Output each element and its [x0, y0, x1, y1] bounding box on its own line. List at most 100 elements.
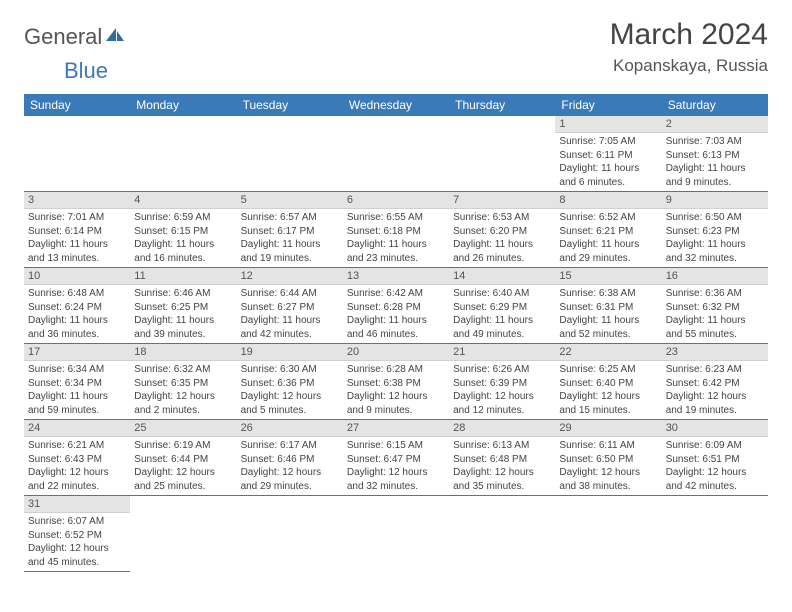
day-details: Sunrise: 6:44 AMSunset: 6:27 PMDaylight:… [237, 285, 343, 343]
calendar-cell [555, 496, 661, 572]
day-number: 5 [237, 192, 343, 209]
day-number: 1 [555, 116, 661, 133]
calendar-cell: 13Sunrise: 6:42 AMSunset: 6:28 PMDayligh… [343, 268, 449, 344]
calendar-head: SundayMondayTuesdayWednesdayThursdayFrid… [24, 94, 768, 116]
day-details: Sunrise: 6:32 AMSunset: 6:35 PMDaylight:… [130, 361, 236, 419]
month-title: March 2024 [610, 18, 768, 52]
calendar-cell: 17Sunrise: 6:34 AMSunset: 6:34 PMDayligh… [24, 344, 130, 420]
brand-part1: General [24, 24, 102, 50]
day-number: 24 [24, 420, 130, 437]
day-details: Sunrise: 7:03 AMSunset: 6:13 PMDaylight:… [662, 133, 768, 191]
day-number: 10 [24, 268, 130, 285]
day-number: 4 [130, 192, 236, 209]
day-details: Sunrise: 6:55 AMSunset: 6:18 PMDaylight:… [343, 209, 449, 267]
calendar-cell: 2Sunrise: 7:03 AMSunset: 6:13 PMDaylight… [662, 116, 768, 192]
calendar-cell: 23Sunrise: 6:23 AMSunset: 6:42 PMDayligh… [662, 344, 768, 420]
calendar-cell: 21Sunrise: 6:26 AMSunset: 6:39 PMDayligh… [449, 344, 555, 420]
day-number: 9 [662, 192, 768, 209]
calendar-week: 24Sunrise: 6:21 AMSunset: 6:43 PMDayligh… [24, 420, 768, 496]
day-number: 12 [237, 268, 343, 285]
day-number: 23 [662, 344, 768, 361]
day-details: Sunrise: 6:42 AMSunset: 6:28 PMDaylight:… [343, 285, 449, 343]
day-details: Sunrise: 6:07 AMSunset: 6:52 PMDaylight:… [24, 513, 130, 571]
day-number: 27 [343, 420, 449, 437]
calendar-cell: 29Sunrise: 6:11 AMSunset: 6:50 PMDayligh… [555, 420, 661, 496]
calendar-cell: 3Sunrise: 7:01 AMSunset: 6:14 PMDaylight… [24, 192, 130, 268]
calendar-cell [449, 496, 555, 572]
calendar-cell [343, 496, 449, 572]
calendar-cell: 8Sunrise: 6:52 AMSunset: 6:21 PMDaylight… [555, 192, 661, 268]
calendar-cell: 1Sunrise: 7:05 AMSunset: 6:11 PMDaylight… [555, 116, 661, 192]
day-details: Sunrise: 6:13 AMSunset: 6:48 PMDaylight:… [449, 437, 555, 495]
day-number: 18 [130, 344, 236, 361]
day-number: 22 [555, 344, 661, 361]
day-number: 11 [130, 268, 236, 285]
calendar-week: 3Sunrise: 7:01 AMSunset: 6:14 PMDaylight… [24, 192, 768, 268]
day-details: Sunrise: 6:25 AMSunset: 6:40 PMDaylight:… [555, 361, 661, 419]
day-number: 25 [130, 420, 236, 437]
day-details: Sunrise: 6:09 AMSunset: 6:51 PMDaylight:… [662, 437, 768, 495]
day-details: Sunrise: 6:52 AMSunset: 6:21 PMDaylight:… [555, 209, 661, 267]
calendar-cell: 7Sunrise: 6:53 AMSunset: 6:20 PMDaylight… [449, 192, 555, 268]
calendar-cell: 28Sunrise: 6:13 AMSunset: 6:48 PMDayligh… [449, 420, 555, 496]
day-details: Sunrise: 6:48 AMSunset: 6:24 PMDaylight:… [24, 285, 130, 343]
calendar-week: 10Sunrise: 6:48 AMSunset: 6:24 PMDayligh… [24, 268, 768, 344]
weekday-header: Monday [130, 94, 236, 116]
brand-part2: Blue [64, 58, 768, 84]
day-number: 31 [24, 496, 130, 513]
calendar-week: 1Sunrise: 7:05 AMSunset: 6:11 PMDaylight… [24, 116, 768, 192]
day-number: 16 [662, 268, 768, 285]
weekday-header: Wednesday [343, 94, 449, 116]
calendar-cell: 11Sunrise: 6:46 AMSunset: 6:25 PMDayligh… [130, 268, 236, 344]
day-details: Sunrise: 6:21 AMSunset: 6:43 PMDaylight:… [24, 437, 130, 495]
day-number: 21 [449, 344, 555, 361]
brand-logo: General [24, 24, 126, 50]
day-details: Sunrise: 6:19 AMSunset: 6:44 PMDaylight:… [130, 437, 236, 495]
day-number: 17 [24, 344, 130, 361]
calendar-cell: 12Sunrise: 6:44 AMSunset: 6:27 PMDayligh… [237, 268, 343, 344]
day-number: 13 [343, 268, 449, 285]
calendar-cell [449, 116, 555, 192]
day-number: 6 [343, 192, 449, 209]
calendar-cell [343, 116, 449, 192]
day-details: Sunrise: 6:53 AMSunset: 6:20 PMDaylight:… [449, 209, 555, 267]
sail-icon [104, 24, 126, 50]
day-number: 28 [449, 420, 555, 437]
calendar-cell: 31Sunrise: 6:07 AMSunset: 6:52 PMDayligh… [24, 496, 130, 572]
day-details: Sunrise: 6:38 AMSunset: 6:31 PMDaylight:… [555, 285, 661, 343]
calendar-body: 1Sunrise: 7:05 AMSunset: 6:11 PMDaylight… [24, 116, 768, 572]
calendar-cell [662, 496, 768, 572]
day-details: Sunrise: 6:28 AMSunset: 6:38 PMDaylight:… [343, 361, 449, 419]
day-number: 3 [24, 192, 130, 209]
calendar-cell: 30Sunrise: 6:09 AMSunset: 6:51 PMDayligh… [662, 420, 768, 496]
day-details: Sunrise: 6:40 AMSunset: 6:29 PMDaylight:… [449, 285, 555, 343]
weekday-header: Saturday [662, 94, 768, 116]
calendar-cell: 15Sunrise: 6:38 AMSunset: 6:31 PMDayligh… [555, 268, 661, 344]
day-details: Sunrise: 6:26 AMSunset: 6:39 PMDaylight:… [449, 361, 555, 419]
calendar-cell: 16Sunrise: 6:36 AMSunset: 6:32 PMDayligh… [662, 268, 768, 344]
weekday-header: Friday [555, 94, 661, 116]
calendar-cell: 6Sunrise: 6:55 AMSunset: 6:18 PMDaylight… [343, 192, 449, 268]
calendar-table: SundayMondayTuesdayWednesdayThursdayFrid… [24, 94, 768, 572]
calendar-cell: 26Sunrise: 6:17 AMSunset: 6:46 PMDayligh… [237, 420, 343, 496]
weekday-header: Thursday [449, 94, 555, 116]
calendar-cell: 20Sunrise: 6:28 AMSunset: 6:38 PMDayligh… [343, 344, 449, 420]
day-details: Sunrise: 6:46 AMSunset: 6:25 PMDaylight:… [130, 285, 236, 343]
day-details: Sunrise: 6:17 AMSunset: 6:46 PMDaylight:… [237, 437, 343, 495]
calendar-cell: 14Sunrise: 6:40 AMSunset: 6:29 PMDayligh… [449, 268, 555, 344]
calendar-cell: 4Sunrise: 6:59 AMSunset: 6:15 PMDaylight… [130, 192, 236, 268]
day-details: Sunrise: 6:23 AMSunset: 6:42 PMDaylight:… [662, 361, 768, 419]
day-details: Sunrise: 6:11 AMSunset: 6:50 PMDaylight:… [555, 437, 661, 495]
day-number: 30 [662, 420, 768, 437]
weekday-header: Sunday [24, 94, 130, 116]
day-number: 8 [555, 192, 661, 209]
calendar-cell: 25Sunrise: 6:19 AMSunset: 6:44 PMDayligh… [130, 420, 236, 496]
calendar-cell [237, 496, 343, 572]
calendar-cell: 27Sunrise: 6:15 AMSunset: 6:47 PMDayligh… [343, 420, 449, 496]
day-number: 7 [449, 192, 555, 209]
day-details: Sunrise: 6:59 AMSunset: 6:15 PMDaylight:… [130, 209, 236, 267]
calendar-cell: 18Sunrise: 6:32 AMSunset: 6:35 PMDayligh… [130, 344, 236, 420]
calendar-cell: 9Sunrise: 6:50 AMSunset: 6:23 PMDaylight… [662, 192, 768, 268]
day-details: Sunrise: 6:50 AMSunset: 6:23 PMDaylight:… [662, 209, 768, 267]
calendar-cell [24, 116, 130, 192]
